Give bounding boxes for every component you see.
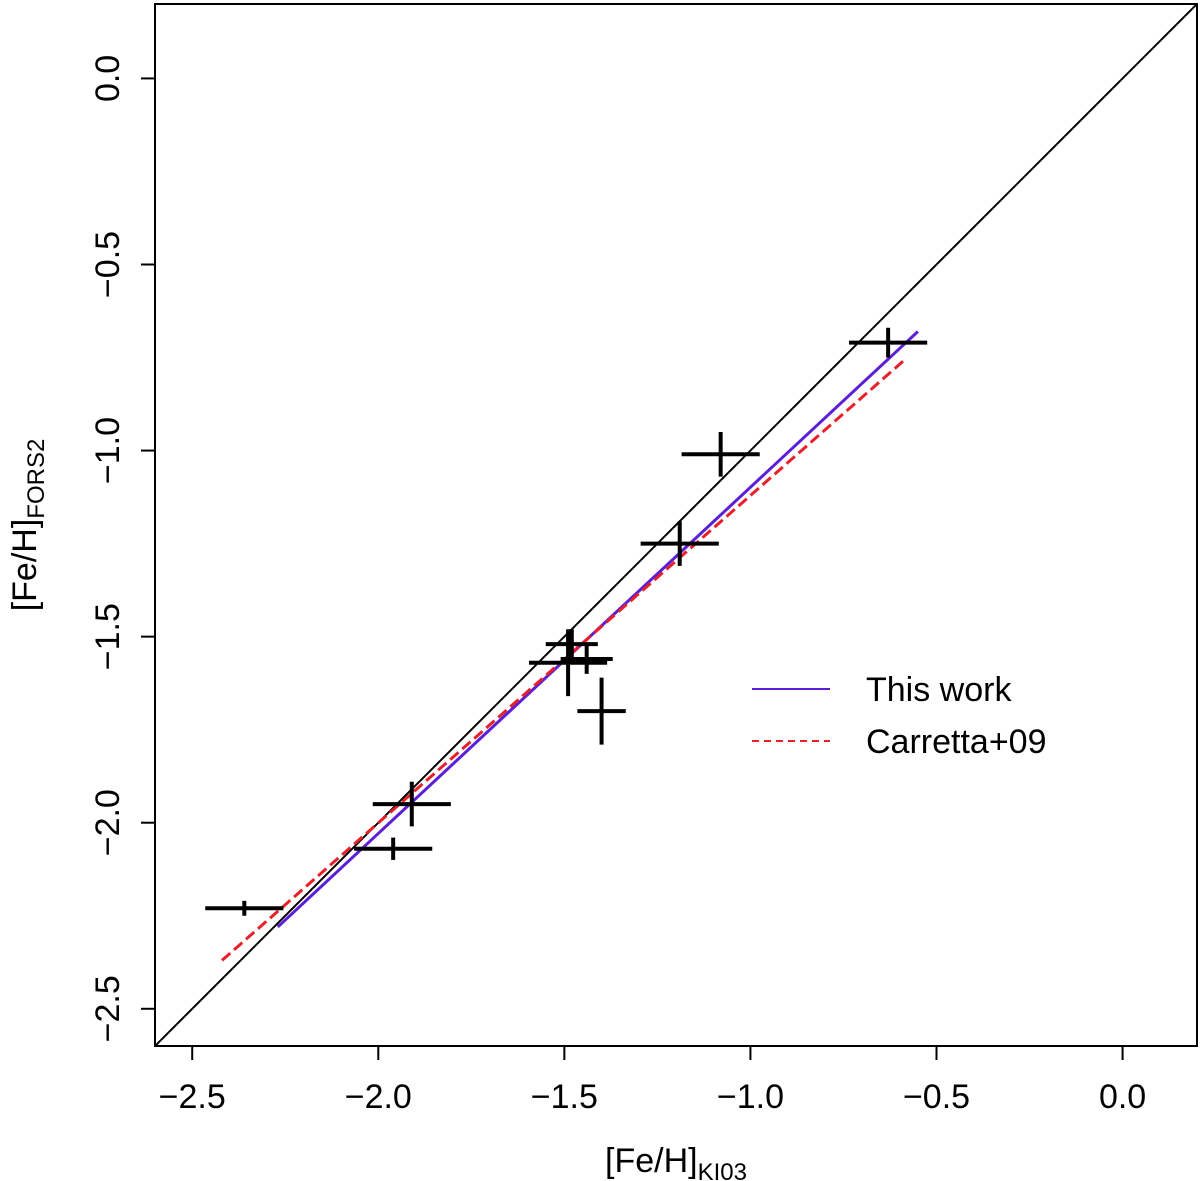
y-tick-label: 0.0 xyxy=(89,55,127,102)
data-point-3 xyxy=(372,781,451,827)
x-axis-title-main: [Fe/H] xyxy=(605,1142,698,1180)
x-axis: −2.5 −2.0 −1.5 −1.0 −0.5 0.0 xyxy=(159,1046,1146,1116)
line-identity xyxy=(155,4,1197,1046)
legend-label-carretta: Carretta+09 xyxy=(866,723,1047,761)
x-axis-title-sub: KI03 xyxy=(698,1159,747,1181)
y-tick-label: −1.0 xyxy=(89,417,127,484)
data-point-10 xyxy=(849,327,928,358)
data-point-9 xyxy=(681,431,760,477)
data-point-7 xyxy=(577,677,626,745)
y-axis-title-sub: FORS2 xyxy=(23,439,50,519)
y-tick-label: −0.5 xyxy=(89,231,127,298)
data-point-8 xyxy=(640,521,719,566)
y-axis: −2.5 −2.0 −1.5 −1.0 −0.5 0.0 xyxy=(89,55,155,1042)
data-point-4 xyxy=(545,629,598,659)
x-tick-label: 0.0 xyxy=(1099,1078,1146,1116)
data-point-1 xyxy=(205,900,284,916)
y-axis-title-main: [Fe/H] xyxy=(6,519,44,612)
y-tick-label: −1.5 xyxy=(89,603,127,670)
data-point-2 xyxy=(354,837,433,860)
x-tick-label: −0.5 xyxy=(903,1078,970,1116)
data-point-6 xyxy=(529,629,608,697)
legend: This work Carretta+09 xyxy=(752,671,1047,761)
x-tick-label: −1.5 xyxy=(531,1078,598,1116)
x-tick-label: −2.5 xyxy=(159,1078,226,1116)
data-points xyxy=(205,327,928,916)
y-tick-label: −2.5 xyxy=(89,975,127,1042)
y-tick-label: −2.0 xyxy=(89,789,127,856)
y-axis-title: [Fe/H]FORS2 xyxy=(6,439,50,612)
plot-frame xyxy=(154,3,1198,1047)
x-axis-title: [Fe/H]KI03 xyxy=(605,1142,747,1181)
legend-label-this-work: This work xyxy=(866,671,1012,709)
x-tick-label: −1.0 xyxy=(717,1078,784,1116)
x-tick-label: −2.0 xyxy=(345,1078,412,1116)
